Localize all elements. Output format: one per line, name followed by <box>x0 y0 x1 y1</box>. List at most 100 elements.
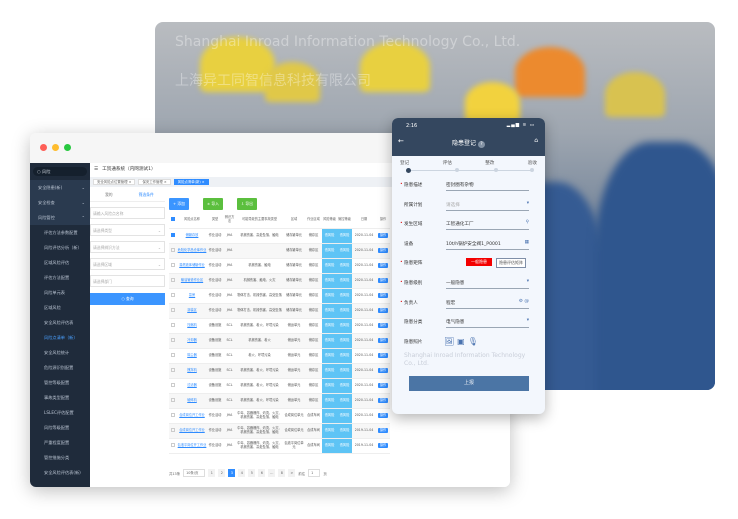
sidebar-item[interactable]: 评估方法配置 <box>44 275 70 280</box>
risk-point-link[interactable]: 破碎机 <box>177 393 207 409</box>
filter-tab-mine[interactable]: 我的 <box>104 192 113 197</box>
risk-point-link[interactable]: 易燃液体储罐作业 <box>177 258 207 274</box>
checkbox-icon[interactable] <box>171 382 175 387</box>
edit-button[interactable]: 操作 <box>377 307 389 314</box>
field-input[interactable]: 请选择 <box>446 202 529 211</box>
row-checkbox[interactable] <box>169 228 177 244</box>
checkbox-icon[interactable] <box>171 232 175 237</box>
risk-point-link[interactable]: 过滤器 <box>177 378 207 394</box>
checkbox-icon[interactable] <box>171 352 175 357</box>
field-icon[interactable]: ⚲ <box>525 220 529 226</box>
row-checkbox[interactable] <box>169 258 177 274</box>
checkbox-icon[interactable] <box>171 262 175 267</box>
checkbox-icon[interactable] <box>171 322 175 327</box>
sidebar-group[interactable]: 安全隐患(新) ⌄ <box>30 180 90 195</box>
edit-button[interactable]: 操作 <box>377 292 389 299</box>
field-icon[interactable]: ▦ <box>524 239 529 245</box>
row-checkbox[interactable] <box>169 333 177 349</box>
row-checkbox[interactable] <box>169 438 177 454</box>
risk-point-link[interactable]: 输油管道作业区 <box>177 273 207 289</box>
checkbox-icon[interactable] <box>171 367 175 372</box>
tab[interactable]: 保安工作管理 × <box>138 179 171 185</box>
field-input[interactable]: 一般隐患 <box>446 280 529 289</box>
help-icon[interactable]: ? <box>478 141 485 148</box>
maximize-window-button[interactable] <box>64 144 71 151</box>
edit-button[interactable]: 操作 <box>377 277 389 284</box>
row-checkbox[interactable] <box>169 393 177 409</box>
page-button[interactable]: 5 <box>248 469 256 477</box>
edit-button[interactable]: 操作 <box>377 397 389 404</box>
sidebar-item[interactable]: LSLEC评估配置 <box>44 410 74 415</box>
import-button[interactable]: ± 导入 <box>203 198 223 210</box>
camera-icon[interactable]: ▣ <box>457 336 468 346</box>
field-input[interactable]: 密封圈有杂物 <box>446 182 529 191</box>
close-window-button[interactable] <box>40 144 47 151</box>
goto-input[interactable]: 1 <box>308 469 321 477</box>
risk-point-link[interactable]: 灌装区 <box>177 303 207 319</box>
checkbox-icon[interactable] <box>171 337 175 342</box>
checkbox-icon[interactable] <box>171 412 175 417</box>
area-select[interactable]: 请选择区域 ⌄ <box>90 258 165 270</box>
checkbox-icon[interactable] <box>171 427 175 432</box>
risk-point-link[interactable]: 压缩机 <box>177 318 207 334</box>
sidebar-item[interactable]: 管控等级配置 <box>44 380 70 385</box>
sidebar-item[interactable]: 风险评估分析（新） <box>44 245 82 250</box>
menu-icon[interactable]: ☰ <box>94 167 99 172</box>
risk-point-link[interactable]: 合成岗位开工作业 <box>177 408 207 424</box>
field-input[interactable]: 10t/h锅炉安全阀1_P0001 <box>446 241 529 250</box>
add-button[interactable]: + 添加 <box>169 198 189 210</box>
risk-name-input[interactable]: 请输入风险点名称 <box>90 207 165 219</box>
table-row[interactable]: 灌装区 作业活动 JHA 物体打击、机械伤害、高处坠落 储存罐单元 储存区 低风险 低风险 20… <box>169 303 390 319</box>
edit-button[interactable]: 操作 <box>377 367 389 374</box>
field-icon[interactable]: ▾ <box>526 200 529 206</box>
sidebar-item[interactable]: 风险单元表 <box>44 290 65 295</box>
page-button[interactable]: ... <box>268 469 276 477</box>
risk-point-link[interactable]: 储罐存放 <box>177 228 207 244</box>
table-row[interactable]: 泵房 作业活动 JHA 物体打击、机械伤害、高处坠落 储存罐单元 储存区 低风险 低风险 202… <box>169 288 390 304</box>
edit-button[interactable]: 操作 <box>377 322 389 329</box>
table-row[interactable]: 除尘器 设备设施 SCL 着火、环境污染 储运单元 储存区 低风险 低风险 2020-11-04… <box>169 348 390 364</box>
close-icon[interactable]: × <box>162 180 167 184</box>
back-arrow-icon[interactable]: ← <box>398 137 404 145</box>
row-checkbox[interactable] <box>169 273 177 289</box>
field-input[interactable]: 程宏 <box>446 300 529 309</box>
row-checkbox[interactable] <box>169 318 177 334</box>
field-icon[interactable]: ⚙ @ <box>518 298 529 304</box>
field-icon[interactable]: ▾ <box>526 279 529 284</box>
checkbox-icon[interactable] <box>171 217 175 222</box>
export-button[interactable]: ⇩ 导出 <box>237 198 257 210</box>
sidebar-item[interactable]: 安全风险统计 <box>44 350 70 355</box>
submit-button[interactable]: 上报 <box>409 376 529 391</box>
sidebar-group[interactable]: 风险管控 ⌃ <box>30 210 90 225</box>
type-select[interactable]: 请选择类型 ⌄ <box>90 224 165 236</box>
sidebar-item[interactable]: 危险源识别配置 <box>44 365 74 370</box>
row-checkbox[interactable] <box>169 348 177 364</box>
risk-point-link[interactable]: 危险化学品仓库作业 <box>177 243 207 259</box>
page-button[interactable]: 8 <box>278 469 286 477</box>
checkbox-icon[interactable] <box>171 442 175 447</box>
table-row[interactable]: 压缩机 设备设施 SCL 机械伤害、着火、环境污染 储运单元 储存区 低风险 低风险 2020-… <box>169 318 390 334</box>
row-checkbox[interactable] <box>169 288 177 304</box>
page-button[interactable]: 2 <box>218 469 226 477</box>
field-input[interactable]: 工智通化工厂 <box>446 221 529 231</box>
page-button[interactable]: 6 <box>258 469 266 477</box>
checkbox-icon[interactable] <box>171 307 175 312</box>
row-checkbox[interactable] <box>169 363 177 379</box>
field-icon[interactable]: ▾ <box>526 318 529 324</box>
page-button[interactable]: 3 <box>228 469 236 477</box>
sidebar-item[interactable]: 事故类型配置 <box>44 395 70 400</box>
risk-point-link[interactable]: 除尘器 <box>177 348 207 364</box>
field-input[interactable]: 电气隐患 <box>446 319 529 329</box>
sidebar-search-input[interactable]: ○ 风险 <box>33 167 87 176</box>
edit-button[interactable]: 操作 <box>377 262 389 269</box>
sidebar-item[interactable]: 区域风险 <box>44 305 61 310</box>
row-checkbox[interactable] <box>169 423 177 439</box>
checkbox-icon[interactable] <box>171 397 175 402</box>
sidebar-item[interactable]: 管控措施分类 <box>44 455 70 460</box>
select-all-checkbox[interactable] <box>169 213 177 229</box>
checkbox-icon[interactable] <box>171 277 175 282</box>
table-row[interactable]: 易燃液体储罐作业 作业活动 JHA 机械伤害、触电 储存罐单元 储存区 低风险 低风险 2020… <box>169 258 390 274</box>
edit-button[interactable]: 操作 <box>377 352 389 359</box>
risk-point-link[interactable]: 搅拌机 <box>177 363 207 379</box>
edit-button[interactable]: 操作 <box>377 337 389 344</box>
